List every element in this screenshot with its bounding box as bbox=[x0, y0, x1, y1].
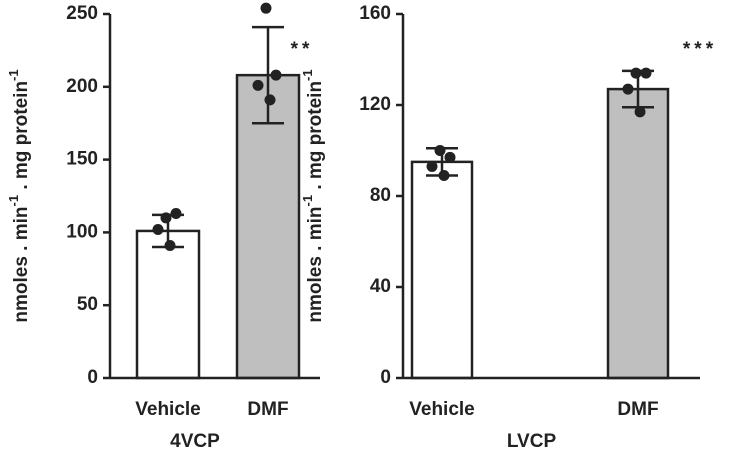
data-point bbox=[260, 2, 272, 14]
error-bar bbox=[252, 25, 284, 125]
significance: *** bbox=[683, 39, 717, 60]
data-point bbox=[152, 223, 164, 235]
significance: ** bbox=[291, 39, 314, 60]
y-tick-label: 40 bbox=[370, 276, 391, 297]
bar bbox=[410, 160, 474, 380]
data-point bbox=[622, 83, 634, 95]
y-tick-label: 80 bbox=[370, 185, 391, 206]
data-point bbox=[164, 240, 176, 252]
data-point bbox=[426, 160, 438, 172]
x-tick-label: DMF bbox=[247, 399, 288, 420]
y-axis-label: nmoles . min-1 . mg protein-1 bbox=[300, 69, 326, 322]
x-axis-label: 4VCP bbox=[170, 431, 220, 452]
y-tick-label: 50 bbox=[77, 294, 98, 315]
y-axis-label-part: -1 bbox=[6, 69, 21, 81]
y-axis-label-part: -1 bbox=[6, 195, 21, 207]
bar bbox=[606, 87, 670, 380]
y-axis-label-part: -1 bbox=[300, 69, 315, 81]
data-point bbox=[264, 94, 276, 106]
y-tick-label: 120 bbox=[359, 94, 391, 115]
data-point bbox=[640, 67, 652, 79]
y-tick-label: 250 bbox=[66, 3, 98, 24]
y-tick-label: 0 bbox=[380, 367, 391, 388]
y-tick-label: 200 bbox=[66, 76, 98, 97]
data-point bbox=[438, 170, 450, 182]
y-axis-label-part: . mg protein bbox=[11, 81, 32, 195]
data-point bbox=[630, 67, 642, 79]
x-tick-label: Vehicle bbox=[409, 399, 475, 420]
data-point bbox=[434, 145, 446, 156]
bar bbox=[135, 229, 201, 380]
bar bbox=[235, 73, 301, 380]
y-tick-label: 100 bbox=[66, 221, 98, 242]
x-axis-label: LVCP bbox=[507, 431, 557, 452]
data-point bbox=[170, 207, 182, 219]
data-point bbox=[270, 69, 282, 81]
data-point bbox=[252, 79, 264, 91]
y-tick-label: 150 bbox=[66, 149, 98, 170]
x-tick-label: Vehicle bbox=[135, 399, 201, 420]
y-axis-label-part: . mg protein bbox=[305, 81, 326, 195]
data-point bbox=[634, 106, 646, 118]
y-axis-label: nmoles . min-1 . mg protein-1 bbox=[6, 69, 32, 322]
data-point bbox=[160, 212, 172, 224]
y-axis-label-part: nmoles . min bbox=[11, 206, 32, 322]
x-tick-label: DMF bbox=[617, 399, 658, 420]
y-tick-label: 0 bbox=[87, 367, 98, 388]
y-tick-label: 160 bbox=[359, 3, 391, 24]
y-axis-label-part: nmoles . min bbox=[305, 206, 326, 322]
data-point bbox=[444, 151, 456, 163]
y-axis-label-part: -1 bbox=[300, 195, 315, 207]
